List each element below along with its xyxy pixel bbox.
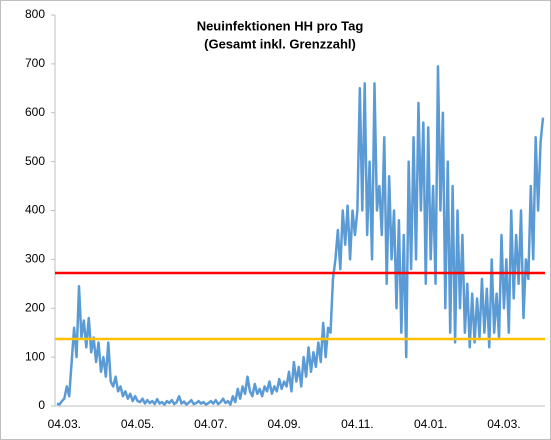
y-tick-label: 200 <box>25 300 45 314</box>
x-tick-label: 04.01. <box>414 417 447 431</box>
y-tick-label: 100 <box>25 349 45 363</box>
y-tick-label: 500 <box>25 154 45 168</box>
chart-title: Neuinfektionen HH pro Tag <box>197 18 364 33</box>
y-tick-label: 0 <box>38 398 45 412</box>
y-tick-label: 300 <box>25 252 45 266</box>
x-tick-label: 04.11. <box>341 417 373 431</box>
chart-subtitle: (Gesamt inkl. Grenzzahl) <box>204 36 356 51</box>
y-tick-label: 600 <box>25 105 45 119</box>
y-tick-label: 700 <box>25 56 45 70</box>
y-tick-label: 800 <box>25 7 45 21</box>
data-line <box>56 65 545 406</box>
x-tick-label: 04.09. <box>267 417 300 431</box>
y-tick-label: 400 <box>25 203 45 217</box>
x-tick-label: 04.07. <box>194 417 227 431</box>
x-tick-label: 04.03. <box>48 417 81 431</box>
x-tick-label: 04.03. <box>487 417 520 431</box>
x-tick-label: 04.05. <box>121 417 154 431</box>
